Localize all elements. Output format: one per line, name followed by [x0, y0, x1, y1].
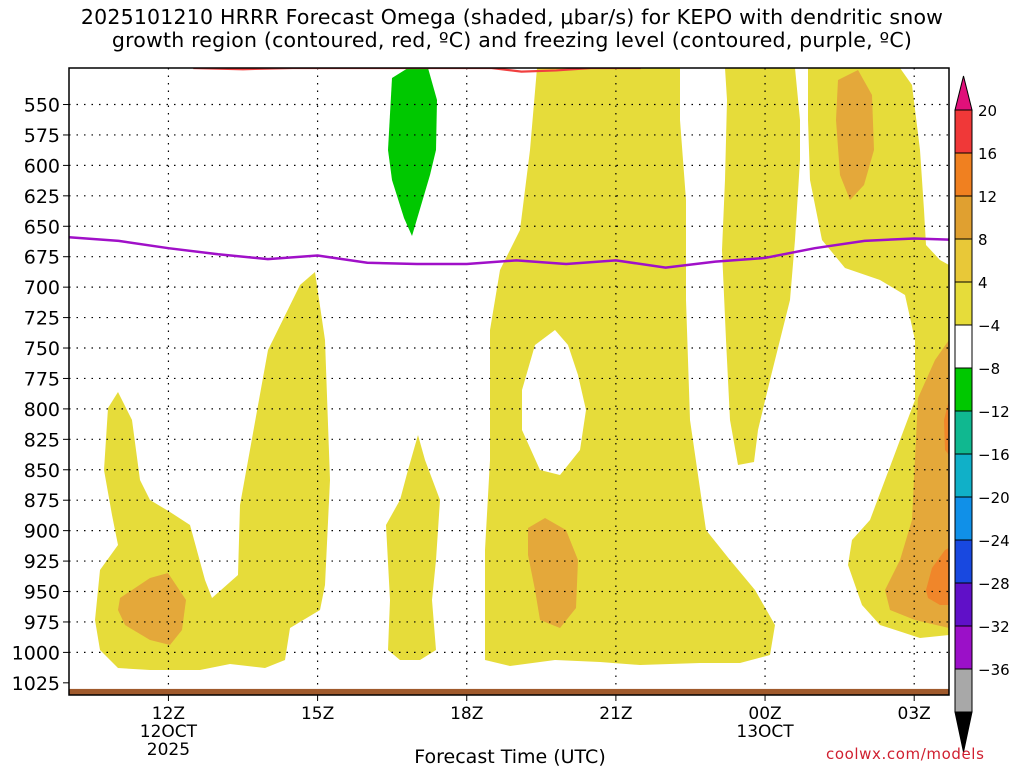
colorbar-label: −4 — [978, 317, 1000, 335]
y-tick-label: 675 — [24, 247, 60, 269]
y-tick-label: 650 — [24, 216, 60, 238]
x-tick-year: 2025 — [147, 740, 190, 760]
colorbar-label: 16 — [978, 145, 997, 163]
x-tick-label: 15Z — [301, 704, 334, 724]
colorbar-label: −16 — [978, 446, 1010, 464]
colorbar: 20 16 12 8 4 −4 −8 −12 −16 −20 −24 −28 −32 −36 — [954, 75, 1010, 753]
colorbar-swatch — [954, 410, 973, 455]
y-tick-label: 1000 — [12, 642, 60, 664]
colorbar-label: −20 — [978, 489, 1010, 507]
colorbar-label: 8 — [978, 231, 988, 249]
y-axis: 550 575 600 625 650 675 700 725 750 775 800 825 850 8… — [12, 95, 69, 695]
y-tick-label: 600 — [24, 155, 60, 177]
dendritic-growth-line — [193, 68, 641, 73]
colorbar-swatch — [954, 195, 973, 240]
x-tick-label: 00Z — [748, 704, 781, 724]
colorbar-swatch — [954, 539, 973, 584]
omega-shading-12-16 — [926, 400, 949, 605]
colorbar-label: 4 — [978, 274, 988, 292]
colorbar-label: −12 — [978, 403, 1010, 421]
y-tick-label: 750 — [24, 338, 60, 360]
colorbar-swatch — [954, 668, 973, 713]
colorbar-swatch — [954, 625, 973, 670]
colorbar-top-arrow — [954, 75, 973, 111]
y-tick-label: 575 — [24, 125, 60, 147]
colorbar-swatch — [954, 324, 973, 369]
y-tick-label: 1025 — [12, 673, 60, 695]
freezing-level-line — [69, 235, 949, 269]
colorbar-swatch — [954, 496, 973, 541]
y-tick-label: 950 — [24, 582, 60, 604]
colorbar-label: 20 — [978, 102, 997, 120]
x-tick-label: 03Z — [898, 704, 931, 724]
colorbar-swatch — [954, 582, 973, 627]
y-tick-label: 700 — [24, 277, 60, 299]
y-tick-label: 875 — [24, 490, 60, 512]
omega-shading-4-8 — [95, 68, 949, 670]
plot-frame — [68, 67, 950, 696]
y-tick-label: 775 — [24, 368, 60, 390]
x-tick-label: 21Z — [599, 704, 632, 724]
y-tick-label: 800 — [24, 399, 60, 421]
chart-title-line1: 2025101210 HRRR Forecast Omega (shaded, … — [80, 5, 944, 29]
y-tick-label: 550 — [24, 95, 60, 117]
colorbar-label: 12 — [978, 188, 997, 206]
colorbar-swatch — [954, 109, 973, 154]
y-tick-label: 925 — [24, 551, 60, 573]
colorbar-label: −32 — [978, 618, 1010, 636]
colorbar-label: −24 — [978, 532, 1010, 550]
x-tick-date: 12OCT — [140, 722, 198, 742]
colorbar-label: −36 — [978, 661, 1010, 679]
ground-strip — [69, 688, 949, 695]
omega-shading-8-12 — [118, 70, 949, 645]
colorbar-label: −28 — [978, 575, 1010, 593]
colorbar-swatch — [954, 152, 973, 197]
credit-link[interactable]: coolwx.com/models — [826, 745, 985, 763]
colorbar-swatch — [954, 281, 973, 326]
y-tick-label: 975 — [24, 612, 60, 634]
y-tick-label: 825 — [24, 429, 60, 451]
colorbar-swatch — [954, 453, 973, 498]
x-tick-date: 13OCT — [736, 722, 794, 742]
colorbar-label: −8 — [978, 360, 1000, 378]
chart-title-line2: growth region (contoured, red, ºC) and f… — [111, 28, 913, 52]
colorbar-bottom-arrow — [954, 711, 973, 753]
colorbar-swatch — [954, 238, 973, 283]
y-tick-label: 850 — [24, 460, 60, 482]
y-tick-label: 900 — [24, 521, 60, 543]
omega-shading-neg-8-4 — [388, 68, 437, 236]
x-axis-label: Forecast Time (UTC) — [414, 746, 606, 768]
y-tick-label: 625 — [24, 186, 60, 208]
x-tick-label: 12Z — [152, 704, 185, 724]
colorbar-swatch — [954, 367, 973, 412]
x-tick-label: 18Z — [450, 704, 483, 724]
y-tick-label: 725 — [24, 308, 60, 330]
